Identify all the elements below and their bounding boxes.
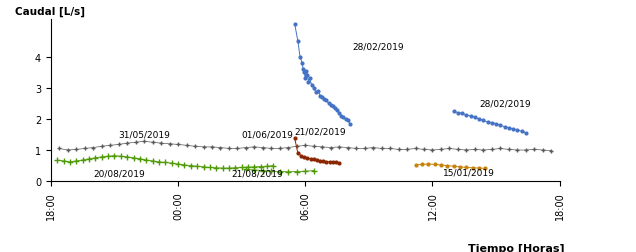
Text: 15/01/2019: 15/01/2019: [443, 168, 495, 177]
Text: 28/02/2019: 28/02/2019: [352, 43, 404, 52]
Text: 31/05/2019: 31/05/2019: [119, 131, 170, 139]
Text: 20/08/2019: 20/08/2019: [93, 169, 145, 178]
Text: 28/02/2019: 28/02/2019: [479, 99, 531, 108]
Text: Caudal [L/s]: Caudal [L/s]: [15, 7, 85, 17]
Text: Tiempo [Horas]: Tiempo [Horas]: [468, 243, 565, 252]
Text: 21/08/2019: 21/08/2019: [231, 169, 283, 178]
Text: 01/06/2019: 01/06/2019: [242, 131, 294, 139]
Text: 21/02/2019: 21/02/2019: [294, 127, 347, 136]
